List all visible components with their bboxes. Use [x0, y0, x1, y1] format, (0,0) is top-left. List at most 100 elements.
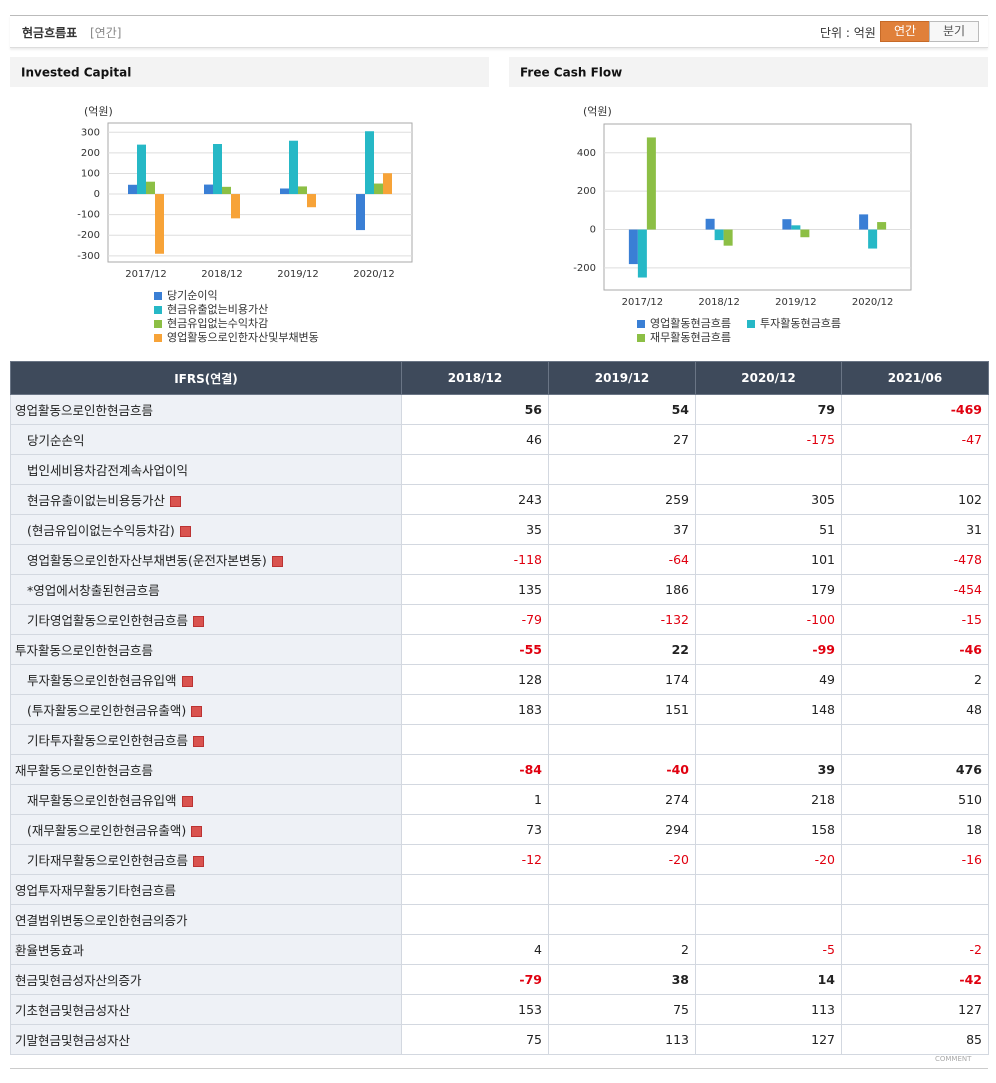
value-cell: [548, 454, 696, 485]
row-label: 재무활동으로인한현금유입액: [27, 793, 177, 808]
x-tick-label: 2019/12: [277, 269, 319, 280]
value-cell: 153: [401, 994, 549, 1025]
row-label-cell: 재무활동으로인한현금유입액: [10, 784, 402, 815]
row-label: 영업활동으로인한자산부채변동(운전자본변동): [27, 553, 267, 568]
value-cell: 2: [548, 934, 696, 965]
table-row: 당기순손익 46 27 -175 -47: [10, 424, 989, 455]
bar: [877, 222, 887, 230]
expand-button[interactable]: [193, 736, 205, 747]
row-label-cell: 기타투자활동으로인한현금흐름: [10, 724, 402, 755]
value-cell: 274: [548, 784, 696, 815]
expand-button[interactable]: [170, 496, 182, 507]
value-cell: -175: [695, 424, 842, 455]
table-row: 영업활동으로인한현금흐름 56 54 79 -469: [10, 394, 989, 425]
x-tick-label: 2017/12: [125, 269, 167, 280]
x-tick-label: 2017/12: [622, 297, 664, 308]
y-tick-label: 200: [81, 148, 100, 159]
row-label-cell: 영업활동으로인한현금흐름: [10, 394, 402, 425]
value-cell: -469: [841, 394, 989, 425]
value-cell: 148: [695, 694, 842, 725]
y-tick-label: -200: [77, 230, 100, 241]
value-cell: 38: [548, 964, 696, 995]
row-label: 기말현금및현금성자산: [15, 1033, 131, 1048]
table-row: 투자활동으로인한현금유입액 128 174 49 2: [10, 664, 989, 695]
bar: [705, 218, 715, 230]
value-cell: 4: [401, 934, 549, 965]
value-cell: -99: [695, 634, 842, 665]
comment-button[interactable]: COMMENT: [935, 1055, 972, 1063]
value-cell: [841, 904, 989, 935]
row-label: *영업에서창출된현금흐름: [27, 583, 160, 598]
column-header: 2021/06: [841, 361, 989, 395]
value-cell: 510: [841, 784, 989, 815]
value-cell: -478: [841, 544, 989, 575]
value-cell: -47: [841, 424, 989, 455]
expand-button[interactable]: [179, 526, 191, 537]
bar: [289, 140, 298, 195]
value-cell: 151: [548, 694, 696, 725]
value-cell: 183: [401, 694, 549, 725]
value-cell: 51: [695, 514, 842, 545]
bar: [146, 181, 155, 195]
table-row: 영업투자재무활동기타현금흐름: [10, 874, 989, 905]
value-cell: 158: [695, 814, 842, 845]
expand-button[interactable]: [191, 826, 203, 837]
row-label: 투자활동으로인한현금유입액: [27, 673, 177, 688]
y-tick-label: 0: [590, 225, 596, 236]
value-cell: -100: [695, 604, 842, 635]
value-cell: [548, 874, 696, 905]
y-axis-label: (억원): [84, 105, 113, 118]
value-cell: 102: [841, 484, 989, 515]
expand-button[interactable]: [191, 706, 203, 717]
expand-button[interactable]: [181, 796, 193, 807]
bar: [365, 131, 374, 195]
expand-button[interactable]: [193, 856, 205, 867]
expand-button[interactable]: [181, 676, 193, 687]
value-cell: [401, 874, 549, 905]
value-cell: 128: [401, 664, 549, 695]
bar: [859, 214, 869, 230]
value-cell: 243: [401, 484, 549, 515]
row-label-cell: 법인세비용차감전계속사업이익: [10, 454, 402, 485]
bar: [628, 229, 638, 265]
value-cell: [401, 454, 549, 485]
table-row: 기타투자활동으로인한현금흐름: [10, 724, 989, 755]
x-tick-label: 2018/12: [698, 297, 740, 308]
value-cell: 179: [695, 574, 842, 605]
table-row: *영업에서창출된현금흐름 135 186 179 -454: [10, 574, 989, 605]
value-cell: 31: [841, 514, 989, 545]
row-label-cell: 영업투자재무활동기타현금흐름: [10, 874, 402, 905]
bar: [307, 194, 316, 208]
legend-swatch: [747, 320, 755, 328]
table-row: (재무활동으로인한현금유출액) 73 294 158 18: [10, 814, 989, 845]
expand-button[interactable]: [271, 556, 283, 567]
bar: [714, 229, 724, 241]
value-cell: 46: [401, 424, 549, 455]
value-cell: 113: [548, 1024, 696, 1055]
row-label: 기초현금및현금성자산: [15, 1003, 131, 1018]
column-header: 2020/12: [695, 361, 842, 395]
y-tick-label: 200: [577, 186, 596, 197]
value-cell: 39: [695, 754, 842, 785]
value-cell: -20: [548, 844, 696, 875]
tab-annual[interactable]: 연간: [880, 21, 930, 42]
expand-button[interactable]: [193, 616, 205, 627]
legend-label: 재무활동현금흐름: [650, 330, 731, 344]
legend-swatch: [154, 334, 162, 342]
table-row: 영업활동으로인한자산부채변동(운전자본변동) -118 -64 101 -478: [10, 544, 989, 575]
tab-quarter[interactable]: 분기: [929, 21, 979, 42]
period: [연간]: [90, 26, 122, 40]
row-label: 투자활동으로인한현금흐름: [15, 643, 154, 658]
value-cell: -84: [401, 754, 549, 785]
row-label-cell: 투자활동으로인한현금유입액: [10, 664, 402, 695]
bar: [356, 194, 365, 231]
row-label-cell: (현금유입이없는수익등차감): [10, 514, 402, 545]
row-label-cell: 투자활동으로인한현금흐름: [10, 634, 402, 665]
value-cell: -15: [841, 604, 989, 635]
value-cell: 101: [695, 544, 842, 575]
row-label: 기타투자활동으로인한현금흐름: [27, 733, 189, 748]
value-cell: [841, 874, 989, 905]
value-cell: [841, 454, 989, 485]
value-cell: 2: [841, 664, 989, 695]
y-axis-label: (억원): [583, 105, 612, 118]
